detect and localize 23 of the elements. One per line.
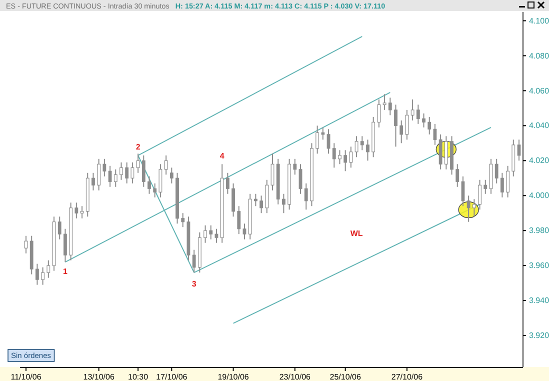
x-tick-label: 27/10/06 (391, 372, 424, 381)
y-tick-label: 4.000 (529, 191, 549, 200)
annotation: 1 (62, 267, 68, 276)
x-tick-label: 11/10/06 (10, 372, 42, 381)
annotation: 4 (220, 151, 225, 160)
y-tick-label: 4.080 (529, 51, 549, 60)
x-tick-label: 13/10/06 (83, 372, 115, 381)
annotation: WL (350, 228, 363, 238)
y-tick-label: 3.960 (529, 261, 549, 270)
x-tick-label: 10:30 (128, 372, 149, 381)
annotation: 2 (136, 142, 141, 152)
y-tick-label: 4.040 (529, 121, 549, 130)
y-tick-label: 4.060 (529, 86, 549, 96)
x-tick-label: 19/10/06 (218, 372, 250, 381)
x-tick-label: 25/10/06 (330, 372, 362, 381)
annotation: 3 (192, 280, 197, 289)
y-tick-label: 3.980 (529, 226, 549, 236)
x-tick-label: 17/10/06 (156, 372, 188, 381)
y-tick-label: 4.100 (529, 16, 549, 26)
x-tick-label: 23/10/06 (279, 372, 312, 381)
y-tick-label: 3.940 (529, 296, 549, 306)
y-tick-label: 3.920 (529, 331, 549, 340)
y-tick-label: 4.020 (529, 156, 549, 166)
